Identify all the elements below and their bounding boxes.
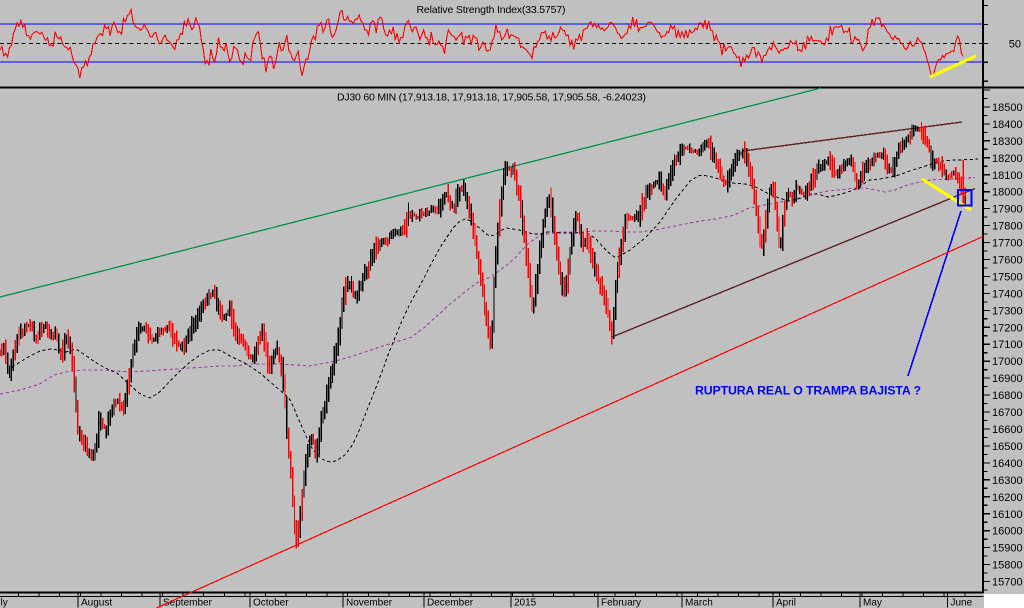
svg-text:16700: 16700 [992, 407, 1023, 419]
svg-text:16800: 16800 [992, 390, 1023, 402]
svg-text:December: December [427, 598, 474, 608]
svg-text:June: June [951, 598, 973, 608]
svg-text:February: February [601, 598, 641, 608]
svg-text:2015: 2015 [514, 598, 537, 608]
svg-text:16100: 16100 [992, 509, 1023, 521]
svg-text:16000: 16000 [992, 526, 1023, 538]
svg-text:17500: 17500 [992, 271, 1023, 283]
svg-text:April: April [776, 598, 796, 608]
svg-text:15900: 15900 [992, 543, 1023, 555]
svg-text:Relative Strength Index(33.575: Relative Strength Index(33.5757) [417, 4, 566, 16]
svg-text:18200: 18200 [992, 153, 1023, 165]
svg-text:October: October [253, 598, 289, 608]
svg-text:17100: 17100 [992, 339, 1023, 351]
svg-text:17700: 17700 [992, 238, 1023, 250]
svg-text:50: 50 [1009, 38, 1021, 50]
svg-text:17000: 17000 [992, 356, 1023, 368]
svg-text:18000: 18000 [992, 187, 1023, 199]
svg-text:18500: 18500 [992, 102, 1023, 114]
svg-text:DJ30 60 MIN (17,913.18, 17,913: DJ30 60 MIN (17,913.18, 17,913.18, 17,90… [337, 92, 646, 104]
svg-text:17600: 17600 [992, 255, 1023, 267]
svg-text:17200: 17200 [992, 322, 1023, 334]
svg-text:18400: 18400 [992, 119, 1023, 131]
svg-text:July: July [0, 598, 8, 608]
svg-text:18100: 18100 [992, 170, 1023, 182]
svg-text:16900: 16900 [992, 373, 1023, 385]
svg-text:15700: 15700 [992, 577, 1023, 589]
svg-text:November: November [346, 598, 393, 608]
svg-text:16300: 16300 [992, 475, 1023, 487]
svg-text:17800: 17800 [992, 221, 1023, 233]
svg-text:September: September [163, 598, 213, 608]
svg-text:16500: 16500 [992, 441, 1023, 453]
svg-text:17900: 17900 [992, 204, 1023, 216]
svg-text:15800: 15800 [992, 560, 1023, 572]
svg-text:RUPTURA REAL O TRAMPA BAJISTA: RUPTURA REAL O TRAMPA BAJISTA ? [695, 384, 921, 398]
svg-text:August: August [81, 598, 112, 608]
svg-text:March: March [685, 598, 713, 608]
svg-text:17400: 17400 [992, 288, 1023, 300]
svg-text:May: May [863, 598, 882, 608]
svg-text:16200: 16200 [992, 492, 1023, 504]
svg-text:17300: 17300 [992, 305, 1023, 317]
svg-text:16400: 16400 [992, 458, 1023, 470]
svg-text:16600: 16600 [992, 424, 1023, 436]
svg-text:18300: 18300 [992, 136, 1023, 148]
